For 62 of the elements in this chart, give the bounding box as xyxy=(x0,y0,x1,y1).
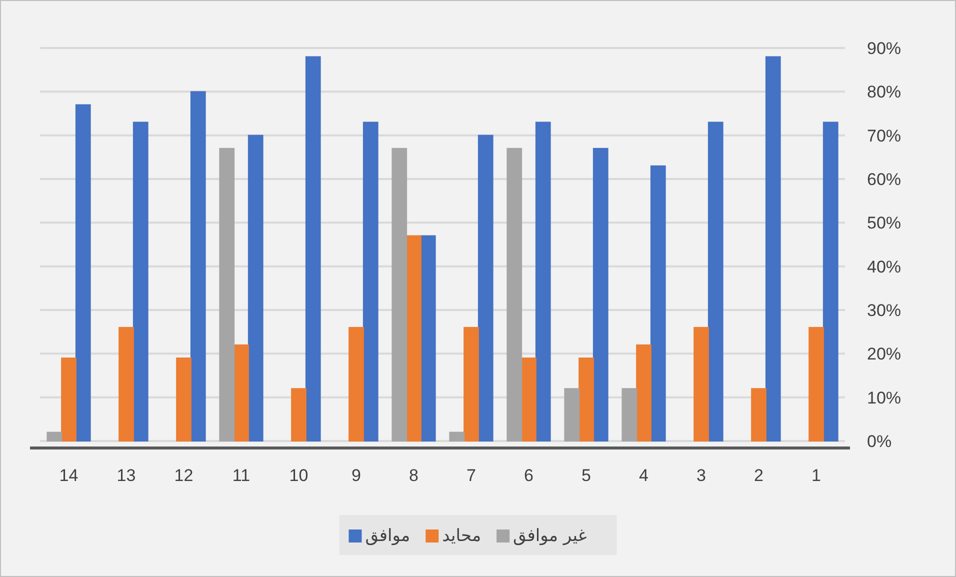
bar xyxy=(75,104,91,442)
y-tick-label: 70% xyxy=(867,126,902,146)
bar xyxy=(751,388,766,442)
bar xyxy=(822,122,838,442)
x-tick-label: 13 xyxy=(116,466,136,485)
x-tick-label: 4 xyxy=(639,466,648,485)
x-tick-label: 2 xyxy=(754,466,764,485)
bar xyxy=(708,122,724,442)
bar xyxy=(305,56,321,442)
y-tick-label: 0% xyxy=(867,432,892,451)
x-tick-label: 14 xyxy=(59,466,78,485)
bar xyxy=(219,148,235,442)
bar xyxy=(362,122,378,442)
y-tick-label: 40% xyxy=(867,257,902,276)
bar xyxy=(808,326,824,442)
bar xyxy=(535,122,551,442)
y-tick-label: 10% xyxy=(867,388,902,408)
x-tick-label: 5 xyxy=(582,466,591,485)
x-tick-label: 3 xyxy=(696,466,706,485)
bar xyxy=(521,358,536,442)
bar xyxy=(694,326,709,442)
legend-label: غير موافق xyxy=(513,526,587,546)
x-tick-label: 9 xyxy=(352,466,361,485)
bar xyxy=(348,326,364,442)
bar xyxy=(176,358,192,442)
bar xyxy=(61,358,76,442)
x-tick-label: 7 xyxy=(466,466,476,485)
x-tick-label: 8 xyxy=(409,466,418,485)
y-tick-label: 50% xyxy=(867,214,902,233)
bar xyxy=(132,122,148,442)
bar xyxy=(406,235,422,442)
y-tick-label: 60% xyxy=(867,170,902,189)
y-tick-label: 20% xyxy=(867,344,902,364)
bar xyxy=(765,56,781,442)
bar xyxy=(636,344,652,442)
bar xyxy=(478,134,494,442)
bar xyxy=(234,344,249,442)
bar xyxy=(46,432,62,442)
legend-label: موافق xyxy=(365,526,410,546)
legend-label: محايد xyxy=(442,526,482,546)
bar xyxy=(118,326,134,442)
bar xyxy=(291,388,306,442)
bar xyxy=(464,326,479,442)
bar xyxy=(564,388,580,442)
x-tick-label: 1 xyxy=(812,466,821,485)
bar xyxy=(392,148,408,442)
x-tick-label: 10 xyxy=(289,466,308,485)
x-tick-label: 11 xyxy=(232,466,250,485)
bar xyxy=(592,148,608,442)
bar xyxy=(190,91,206,442)
bar xyxy=(420,235,436,442)
y-tick-label: 90% xyxy=(867,39,902,58)
bar xyxy=(622,388,638,442)
x-tick-label: 6 xyxy=(524,466,534,485)
y-tick-label: 30% xyxy=(867,301,902,320)
x-tick-label: 12 xyxy=(174,466,194,485)
y-tick-label: 80% xyxy=(867,82,902,102)
bar xyxy=(578,358,594,442)
bar xyxy=(506,148,522,442)
bar xyxy=(248,134,264,442)
bar xyxy=(449,432,465,442)
bar xyxy=(650,165,666,442)
